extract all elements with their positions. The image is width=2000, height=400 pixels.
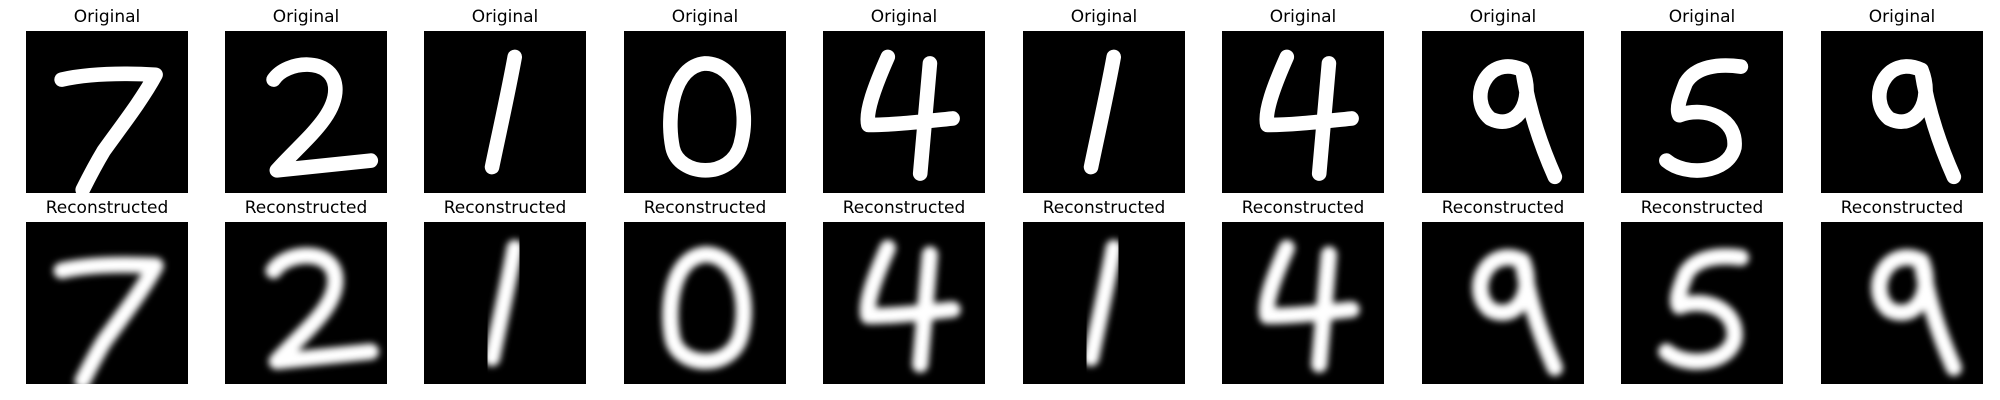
- panel-title: Original: [1070, 7, 1138, 27]
- panel-title: Reconstructed: [1042, 198, 1166, 218]
- digit-image-frame: [1621, 222, 1783, 384]
- digit-7-image: [26, 31, 188, 193]
- digit-image-frame: [424, 31, 586, 193]
- panel-title: Original: [1868, 7, 1936, 27]
- digit-stroke: [265, 247, 379, 370]
- digit-image-frame: [1821, 222, 1983, 384]
- digit-stroke: [1259, 49, 1359, 181]
- digit-stroke: [484, 49, 523, 175]
- panel-title: Original: [1668, 7, 1736, 27]
- digit-image-frame: [624, 222, 786, 384]
- panel-title: Reconstructed: [1441, 198, 1565, 218]
- digit-4-image: [1222, 222, 1384, 384]
- digit-0-image: [624, 222, 786, 384]
- panel-title: Original: [671, 7, 739, 27]
- panel-title: Original: [870, 7, 938, 27]
- digit-stroke: [860, 49, 960, 181]
- panel-title: Reconstructed: [443, 198, 567, 218]
- digit-stroke: [1473, 59, 1563, 185]
- digit-image-frame: [823, 31, 985, 193]
- digit-2-image: [225, 31, 387, 193]
- digit-1-image: [424, 31, 586, 193]
- digit-1-image: [1023, 222, 1185, 384]
- panel-title: Reconstructed: [1241, 198, 1365, 218]
- digit-stroke: [53, 256, 164, 384]
- panel-title: Original: [73, 7, 141, 27]
- digit-7-image: [26, 222, 188, 384]
- digit-image-frame: [1222, 31, 1384, 193]
- digit-image-frame: [1821, 31, 1983, 193]
- digit-2-image: [225, 222, 387, 384]
- digit-stroke: [266, 57, 379, 178]
- digit-image-frame: [225, 31, 387, 193]
- digit-image-frame: [225, 222, 387, 384]
- digit-stroke: [1872, 59, 1962, 185]
- digit-stroke: [859, 239, 961, 373]
- panel-title: Reconstructed: [45, 198, 169, 218]
- digit-5-image: [1621, 222, 1783, 384]
- digit-image-frame: [1023, 222, 1185, 384]
- digit-0-image: [624, 31, 786, 193]
- digit-4-image: [823, 31, 985, 193]
- digit-stroke: [54, 66, 163, 193]
- digit-stroke: [1659, 58, 1749, 178]
- digit-9-image: [1821, 222, 1983, 384]
- panel-title: Reconstructed: [842, 198, 966, 218]
- digit-image-frame: [26, 222, 188, 384]
- digit-5-image: [1621, 31, 1783, 193]
- digit-image-frame: [26, 31, 188, 193]
- digit-stroke: [1083, 49, 1122, 175]
- digit-stroke: [663, 56, 752, 178]
- digit-image-frame: [624, 31, 786, 193]
- digit-9-image: [1422, 31, 1584, 193]
- panel-title: Original: [1269, 7, 1337, 27]
- digit-stroke: [1472, 249, 1563, 376]
- digit-4-image: [823, 222, 985, 384]
- digit-image-frame: [1621, 31, 1783, 193]
- digit-image-frame: [1023, 31, 1185, 193]
- digit-image-frame: [1422, 222, 1584, 384]
- digit-image-frame: [823, 222, 985, 384]
- panel-title: Reconstructed: [1840, 198, 1964, 218]
- digit-image-frame: [1422, 31, 1584, 193]
- digit-stroke: [483, 239, 523, 367]
- panel-title: Original: [272, 7, 340, 27]
- digit-1-image: [424, 222, 586, 384]
- digit-stroke: [1658, 248, 1749, 370]
- digit-stroke: [662, 246, 752, 370]
- panel-title: Original: [1469, 7, 1537, 27]
- panel-title: Reconstructed: [1640, 198, 1764, 218]
- digit-stroke: [1871, 249, 1962, 376]
- panel-title: Original: [471, 7, 539, 27]
- panel-title: Reconstructed: [643, 198, 767, 218]
- digit-4-image: [1222, 31, 1384, 193]
- digit-9-image: [1821, 31, 1983, 193]
- digit-9-image: [1422, 222, 1584, 384]
- digit-image-frame: [424, 222, 586, 384]
- digit-1-image: [1023, 31, 1185, 193]
- digit-stroke: [1082, 239, 1122, 367]
- digit-stroke: [1258, 239, 1360, 373]
- digit-image-frame: [1222, 222, 1384, 384]
- panel-title: Reconstructed: [244, 198, 368, 218]
